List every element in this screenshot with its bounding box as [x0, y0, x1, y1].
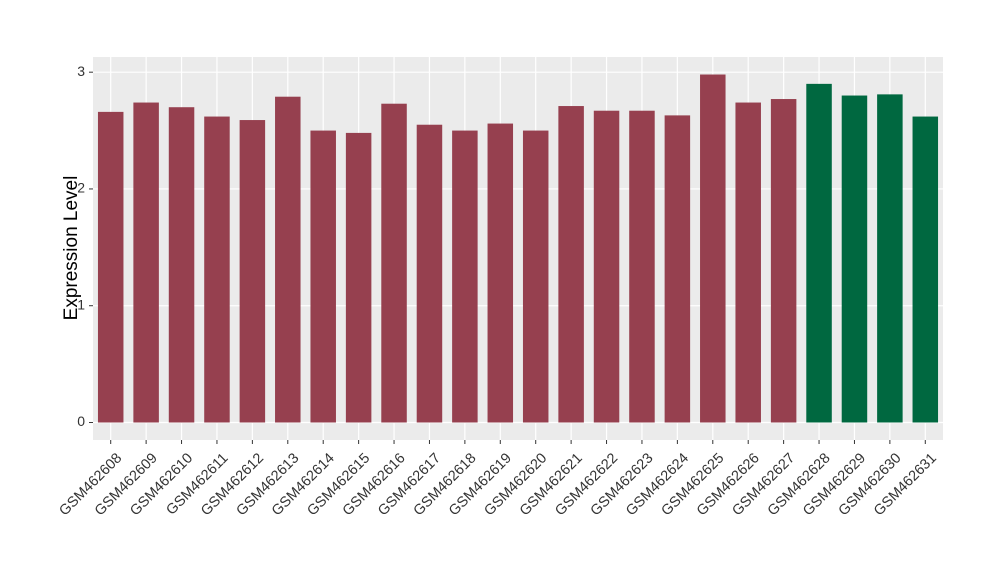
bar	[381, 103, 407, 423]
bar	[239, 120, 266, 423]
bar	[133, 102, 159, 423]
bar	[204, 116, 230, 423]
bar	[877, 94, 903, 423]
y-axis-label: Expression Level	[61, 176, 82, 321]
bar	[593, 110, 620, 423]
bar	[522, 130, 549, 423]
y-tick-label: 0	[77, 413, 85, 429]
bar	[452, 130, 478, 423]
y-tick-label: 3	[77, 63, 85, 79]
bar	[806, 83, 832, 423]
bar	[168, 107, 195, 423]
bar	[310, 130, 336, 423]
bar	[416, 124, 443, 423]
bar	[345, 132, 372, 423]
y-tick-label: 2	[77, 180, 85, 196]
bar	[487, 123, 514, 423]
bar	[841, 95, 868, 423]
bar	[912, 116, 939, 423]
bar	[770, 99, 797, 423]
y-tick-label: 1	[77, 296, 85, 312]
bar	[97, 111, 124, 423]
bar	[700, 74, 726, 423]
bar	[735, 102, 761, 423]
plot-panel	[93, 57, 943, 440]
bar	[629, 110, 655, 423]
bar	[664, 115, 691, 423]
bar	[275, 96, 301, 423]
bar	[558, 106, 584, 423]
